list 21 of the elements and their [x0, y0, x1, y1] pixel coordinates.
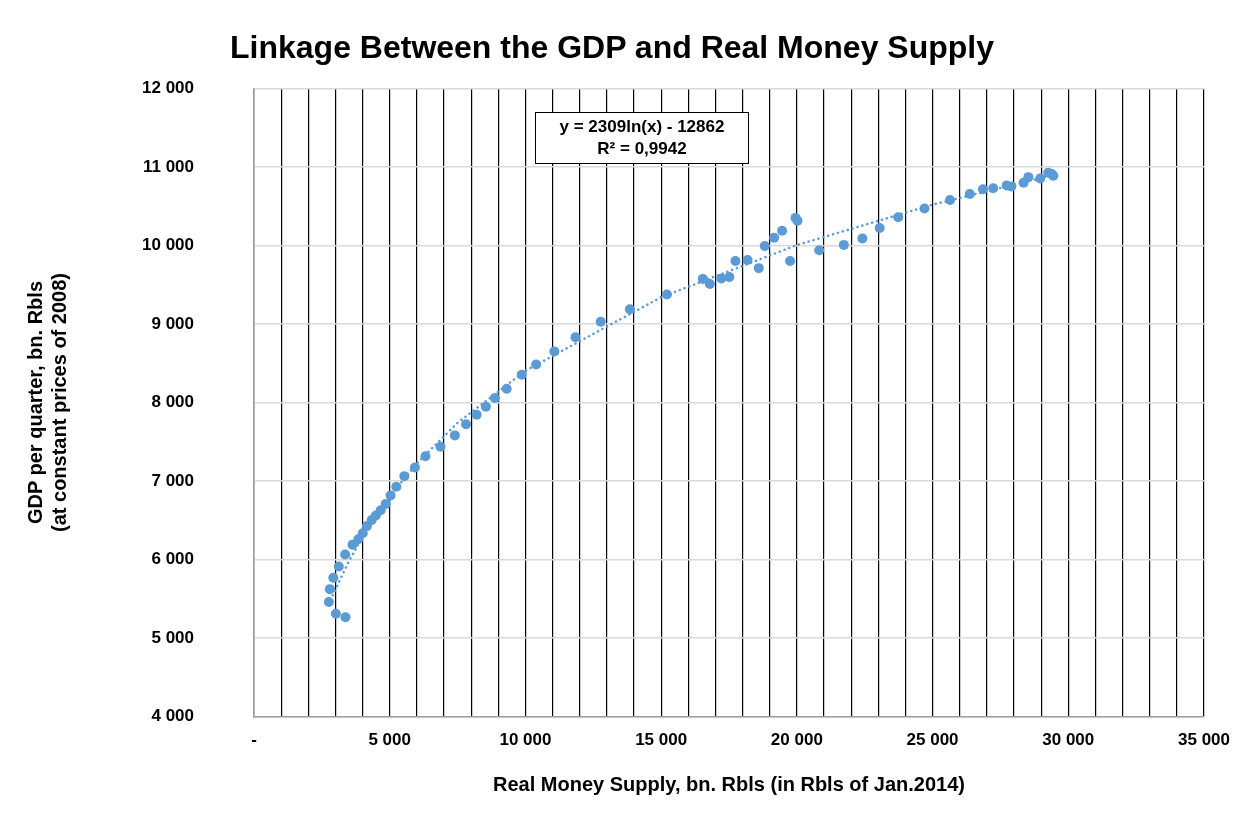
y-axis-title: GDP per quarter, bn. Rbls (at constant prices of 2008) [23, 273, 70, 532]
x-axis-title: Real Money Supply, bn. Rbls (in Rbls of Jan.2014) [493, 772, 965, 795]
x-tick-label: 5 000 [368, 730, 411, 750]
y-tick-label: 6 000 [151, 549, 194, 569]
y-tick-label: 7 000 [151, 470, 194, 490]
x-tick-label: 10 000 [499, 730, 552, 750]
x-tick-label: - [251, 730, 257, 750]
y-tick-label: 5 000 [151, 627, 194, 647]
y-tick-label: 8 000 [151, 392, 194, 412]
x-tick-label: 35 000 [1178, 730, 1230, 750]
y-tick-label: 4 000 [151, 706, 194, 726]
annotation: y = 2309ln(x) - 12862 R² = 0,9942 [535, 112, 749, 164]
x-tick-label: 20 000 [770, 730, 823, 750]
x-tick-label: 15 000 [635, 730, 688, 750]
y-tick-label: 12 000 [142, 78, 194, 98]
x-tick-label: 25 000 [906, 730, 959, 750]
y-tick-label: 9 000 [151, 313, 194, 333]
y-tick-label: 11 000 [142, 156, 194, 176]
x-tick-label: 30 000 [1042, 730, 1095, 750]
chart-title: Linkage Between the GDP and Real Money Supply [229, 29, 995, 66]
y-tick-label: 10 000 [142, 235, 194, 255]
